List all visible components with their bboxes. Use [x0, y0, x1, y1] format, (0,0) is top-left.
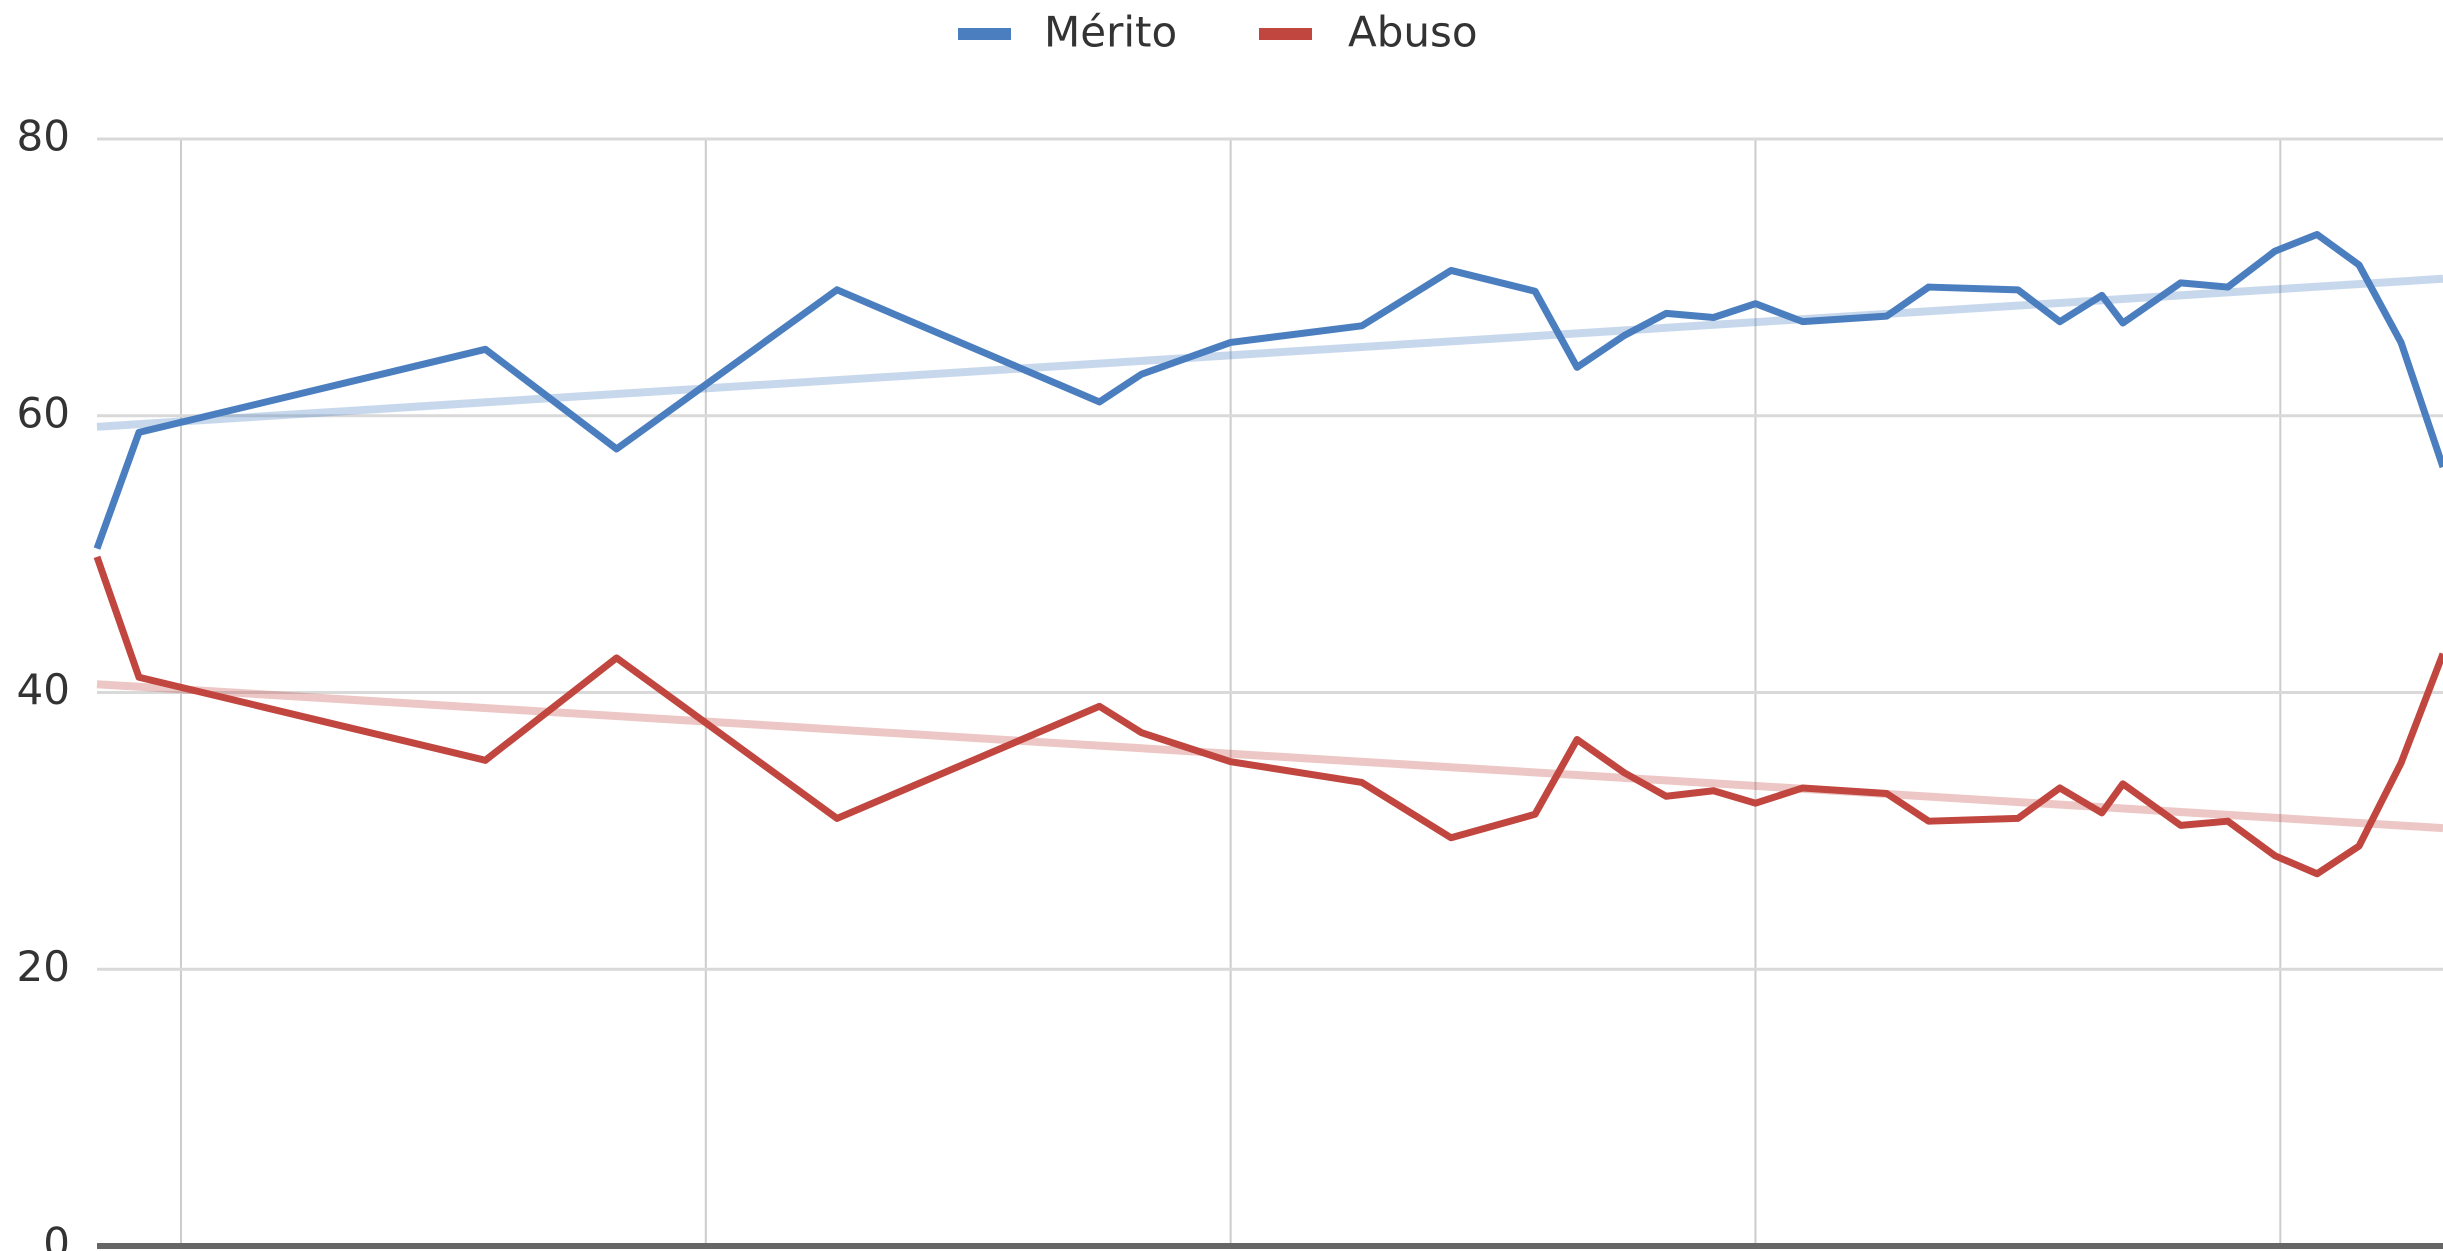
- legend-label: Abuso: [1348, 8, 1478, 57]
- y-tick-label: 20: [17, 942, 70, 991]
- y-tick-label: 60: [17, 388, 70, 437]
- legend-swatch: [958, 28, 1011, 40]
- y-tick-label: 80: [17, 112, 70, 161]
- trend-line: [96, 680, 2443, 833]
- legend-label: Mérito: [1044, 8, 1177, 57]
- legend-swatch: [1259, 28, 1312, 40]
- y-tick-label: 0: [43, 1219, 70, 1251]
- series-line: [93, 230, 2443, 550]
- trend-line: [96, 274, 2443, 431]
- y-tick-label: 40: [17, 665, 70, 714]
- series-line: [93, 555, 2443, 878]
